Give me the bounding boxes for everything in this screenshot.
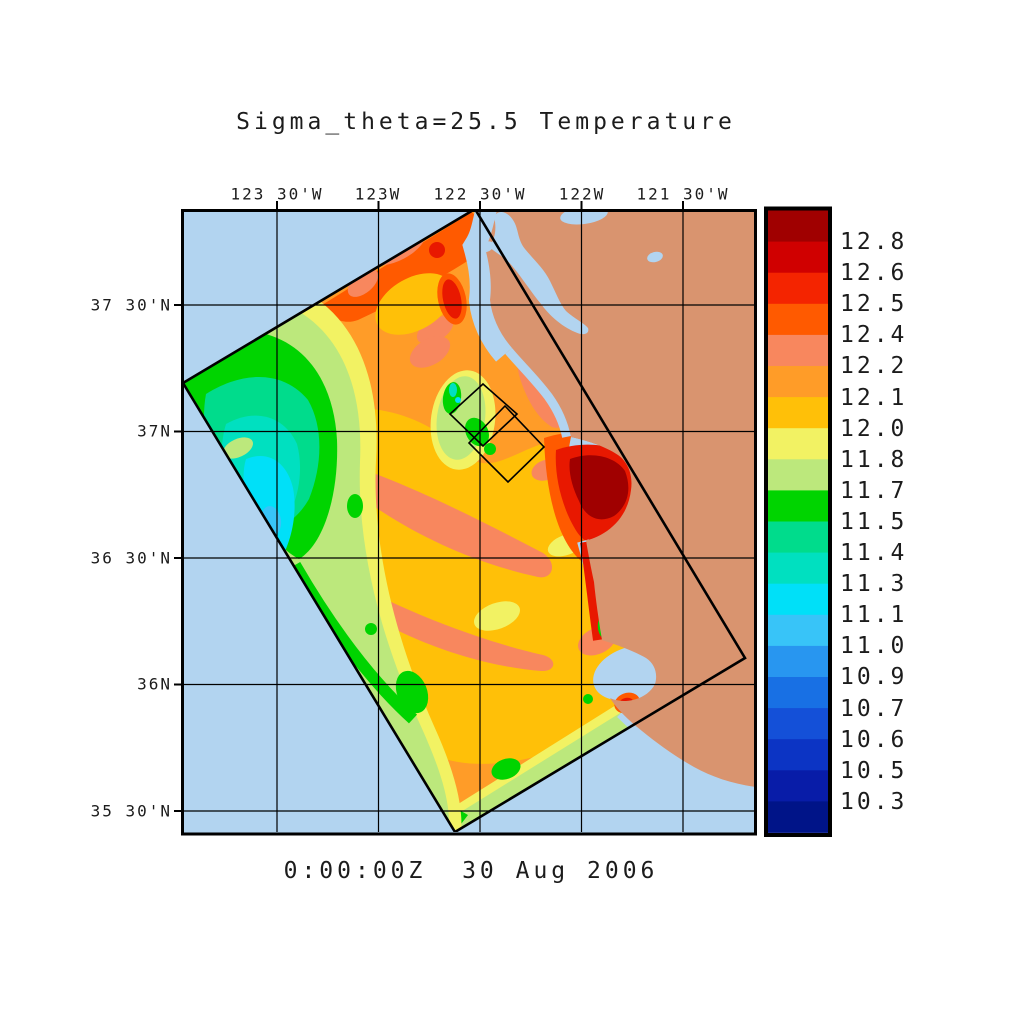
colorbar-band: [768, 366, 828, 398]
colorbar-band: [768, 583, 828, 616]
colorbar-band: [768, 614, 828, 647]
colorbar-label: 11.1: [840, 602, 908, 628]
colorbar-label: 11.3: [840, 571, 908, 597]
colorbar-border: [764, 206, 832, 837]
timestamp-label: 0:00:00Z 30 Aug 2006: [283, 858, 659, 884]
field-contour-blob: [455, 397, 461, 403]
lon-tick-label: 122W: [558, 184, 606, 204]
san-pablo-bay: [560, 212, 608, 225]
graticule: [184, 212, 754, 832]
model-domain-outline: [184, 212, 747, 832]
lon-tick-label: 121 30'W: [636, 184, 730, 204]
colorbar-band: [768, 801, 828, 833]
colorbar-label: 12.4: [840, 322, 908, 348]
field-contour-blob: [347, 269, 379, 297]
field-contour-blob: [375, 273, 453, 335]
field-contour-blob: [449, 383, 457, 397]
field-contour-blob: [569, 455, 629, 520]
colorbar-label: 11.8: [840, 447, 908, 473]
colorbar-label: 12.5: [840, 291, 908, 317]
colorbar-label: 11.4: [840, 540, 908, 566]
colorbar-band: [768, 770, 828, 802]
lat-tick-label: 36N: [137, 674, 172, 694]
lon-tick-label: 123W: [354, 184, 402, 204]
colorbar-band: [768, 334, 828, 367]
colorbar-label: 11.5: [840, 509, 908, 535]
colorbar-label: 12.0: [840, 416, 908, 442]
field-contour-blob: [484, 443, 496, 455]
field-contour-blob: [429, 242, 445, 258]
field-contour-blob: [409, 336, 451, 368]
field-contour-blob: [395, 670, 429, 714]
san-francisco-bay: [489, 212, 589, 335]
colorbar-label: 10.7: [840, 696, 908, 722]
lat-tick-label: 36 30'N: [90, 548, 172, 568]
colorbar-band: [768, 677, 828, 709]
colorbar-label: 10.3: [840, 789, 908, 815]
field-contour-blob: [491, 758, 521, 780]
plot-frame: [181, 209, 757, 836]
colorbar: [764, 206, 832, 837]
field-contour-blob: [583, 694, 593, 704]
colorbar-band: [768, 552, 828, 585]
lon-tick-label: 123 30'W: [230, 184, 324, 204]
colorbar-band: [768, 459, 828, 491]
field-contour-blob: [347, 494, 363, 518]
colorbar-label: 12.1: [840, 385, 908, 411]
sample-box-2: [467, 404, 546, 484]
field-contour-blob: [442, 279, 462, 319]
colorbar-band: [768, 521, 828, 554]
sample-box-1: [448, 382, 519, 448]
colorbar-band: [768, 708, 828, 740]
colorbar-band: [768, 210, 828, 243]
page-title: Sigma_theta=25.5 Temperature: [236, 109, 736, 135]
colorbar-band: [768, 303, 828, 336]
coastal-features: [184, 212, 754, 832]
land-california: [485, 212, 754, 787]
colorbar-label: 11.0: [840, 633, 908, 659]
field-contour-blob: [377, 600, 554, 672]
colorbar-band: [768, 645, 828, 678]
colorbar-label: 11.7: [840, 478, 908, 504]
colorbar-label: 12.2: [840, 353, 908, 379]
colorbar-band: [768, 739, 828, 771]
colorbar-label: 12.6: [840, 260, 908, 286]
field-contour-blob: [359, 470, 553, 578]
coastal-warm-ribbon: [580, 541, 603, 641]
field-contour-band: [289, 561, 418, 724]
colorbar-band: [768, 272, 828, 305]
inland-lake: [647, 251, 663, 263]
field-contour-band: [447, 702, 647, 832]
field-contour-blob: [474, 601, 520, 631]
colorbar-band: [768, 397, 828, 429]
colorbar-band: [768, 241, 828, 274]
colorbar-label: 12.8: [840, 229, 908, 255]
lat-tick-label: 35 30'N: [90, 801, 172, 821]
lon-tick-label: 122 30'W: [433, 184, 527, 204]
field-contour-blob: [365, 623, 377, 635]
colorbar-band: [768, 428, 828, 460]
lat-tick-label: 37N: [137, 421, 172, 441]
colorbar-band: [768, 490, 828, 522]
golden-gate-inlet: [478, 241, 494, 253]
field-contour-blob: [223, 437, 253, 459]
colorbar-label: 10.5: [840, 758, 908, 784]
axis-ticks: [174, 201, 684, 812]
colorbar-label: 10.6: [840, 727, 908, 753]
lat-tick-label: 37 30'N: [90, 295, 172, 315]
colorbar-label: 10.9: [840, 664, 908, 690]
